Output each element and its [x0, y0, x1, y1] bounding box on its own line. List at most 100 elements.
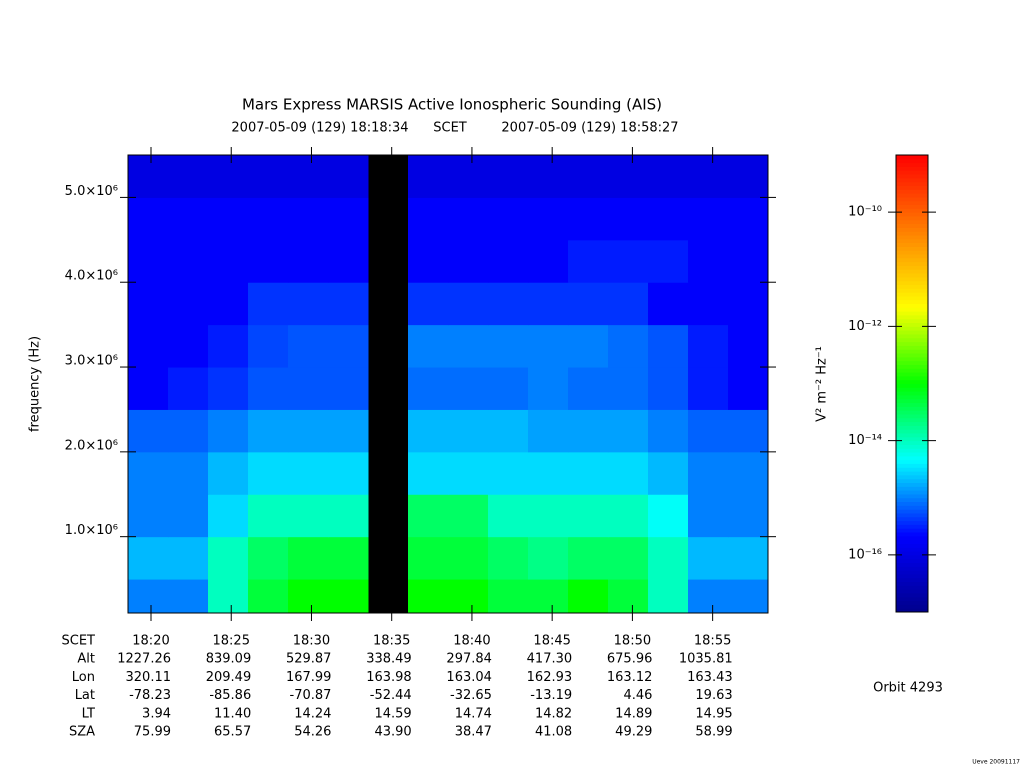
- colorbar-strip: [896, 440, 928, 445]
- x-tick-label: 18:25: [213, 634, 250, 649]
- colorbar-strip: [896, 600, 928, 605]
- ephemeris-row-label: Lon: [72, 670, 95, 685]
- colorbar-strip: [896, 375, 928, 381]
- heatmap-cell: [168, 282, 209, 326]
- y-tick-label: 1.0×10⁶: [65, 523, 118, 538]
- heatmap-cell: [208, 367, 249, 410]
- colorbar-strip: [896, 330, 928, 335]
- heatmap-cell: [488, 324, 529, 368]
- colorbar-strip: [896, 337, 928, 343]
- colorbar-strip: [896, 257, 928, 263]
- heatmap-cell: [528, 409, 569, 453]
- heatmap-cell: [408, 367, 449, 410]
- heatmap-cell: [408, 282, 449, 326]
- heatmap-cell: [328, 155, 369, 198]
- heatmap-cell: [688, 239, 729, 283]
- colorbar-strip: [896, 227, 928, 232]
- colorbar-strip: [896, 196, 928, 202]
- heatmap-cell: [448, 282, 489, 326]
- heatmap-cell: [248, 409, 289, 453]
- colorbar-strip: [896, 444, 928, 449]
- colorbar-strip: [896, 566, 928, 571]
- heatmap-cell: [288, 579, 329, 614]
- heatmap-cell: [248, 536, 289, 580]
- heatmap-cell: [728, 367, 769, 410]
- y-axis-label: frequency (Hz): [28, 336, 43, 432]
- colorbar-strip: [896, 356, 928, 362]
- colorbar-strip: [896, 223, 928, 228]
- heatmap-cell: [568, 409, 609, 453]
- heatmap-cell: [608, 155, 649, 198]
- heatmap-cell: [688, 494, 729, 538]
- ephemeris-row-label: SZA: [69, 725, 95, 740]
- ephemeris-value: -32.65: [450, 688, 492, 703]
- heatmap-cell: [448, 409, 489, 453]
- colorbar-strip: [896, 577, 928, 583]
- heatmap-cell: [448, 197, 489, 241]
- heatmap-cell: [648, 494, 689, 538]
- colorbar-frame: [895, 154, 929, 613]
- heatmap-cell: [288, 282, 329, 326]
- heatmap-cell: [728, 451, 769, 495]
- heatmap-cell: [488, 239, 529, 283]
- colorbar-strip: [896, 463, 928, 468]
- heatmap-cell: [328, 367, 369, 410]
- colorbar-strip: [896, 436, 928, 442]
- ephemeris-value: -70.87: [290, 688, 332, 703]
- ephemeris-value: -78.23: [129, 688, 171, 703]
- heatmap-cell: [168, 155, 209, 198]
- heatmap-cell: [528, 494, 569, 538]
- colorbar-tick-label: 10⁻¹⁰: [848, 205, 882, 220]
- x-tick-label: 18:40: [453, 634, 490, 649]
- colorbar-strip: [896, 311, 928, 316]
- ephemeris-value: 14.89: [615, 706, 652, 721]
- colorbar-strip: [896, 276, 928, 282]
- heatmap-cell: [528, 155, 569, 198]
- ephemeris-value: 297.84: [446, 652, 492, 667]
- heatmap-cell: [128, 197, 169, 241]
- heatmap-cell: [488, 155, 529, 198]
- colorbar-strip: [896, 509, 928, 514]
- colorbar-strip: [896, 193, 928, 198]
- colorbar-label: V² m⁻² Hz⁻¹: [815, 346, 830, 422]
- colorbar-strip: [896, 581, 928, 586]
- y-tick-label: 2.0×10⁶: [65, 438, 118, 453]
- ephemeris-value: 65.57: [214, 725, 251, 740]
- heatmap-cell: [608, 367, 649, 410]
- ephemeris-value: -85.86: [209, 688, 251, 703]
- heatmap-cell: [128, 324, 169, 368]
- ephemeris-value: 11.40: [214, 706, 251, 721]
- heatmap-cell: [648, 197, 689, 241]
- heatmap-cell: [448, 579, 489, 614]
- colorbar-strip: [896, 512, 928, 518]
- heatmap-cell: [408, 155, 449, 198]
- heatmap-cell: [448, 367, 489, 410]
- time-label: SCET: [433, 121, 467, 136]
- heatmap-cell: [608, 197, 649, 241]
- colorbar-strip: [896, 246, 928, 251]
- colorbar-strip: [896, 185, 928, 190]
- colorbar-strip: [896, 596, 928, 602]
- heatmap-cell: [168, 494, 209, 538]
- heatmap-cell: [488, 494, 529, 538]
- heatmap-cell: [488, 579, 529, 614]
- heatmap-cell: [328, 324, 369, 368]
- colorbar-strip: [896, 284, 928, 289]
- heatmap-cell: [448, 494, 489, 538]
- heatmap-cell: [128, 494, 169, 538]
- ephemeris-value: 163.98: [366, 670, 412, 685]
- colorbar-strip: [896, 478, 928, 484]
- colorbar-strip: [896, 585, 928, 590]
- heatmap-cell: [168, 239, 209, 283]
- heatmap-cell: [528, 579, 569, 614]
- colorbar-strip: [896, 333, 928, 339]
- colorbar-strip: [896, 261, 928, 266]
- ephemeris-value: 167.99: [286, 670, 332, 685]
- colorbar-tick-label: 10⁻¹²: [848, 319, 882, 334]
- colorbar-strip: [896, 292, 928, 297]
- heatmap-cell: [568, 451, 609, 495]
- colorbar-strip: [896, 520, 928, 525]
- heatmap-cell: [328, 197, 369, 241]
- colorbar-strip: [896, 345, 928, 350]
- colorbar-strip: [896, 543, 928, 548]
